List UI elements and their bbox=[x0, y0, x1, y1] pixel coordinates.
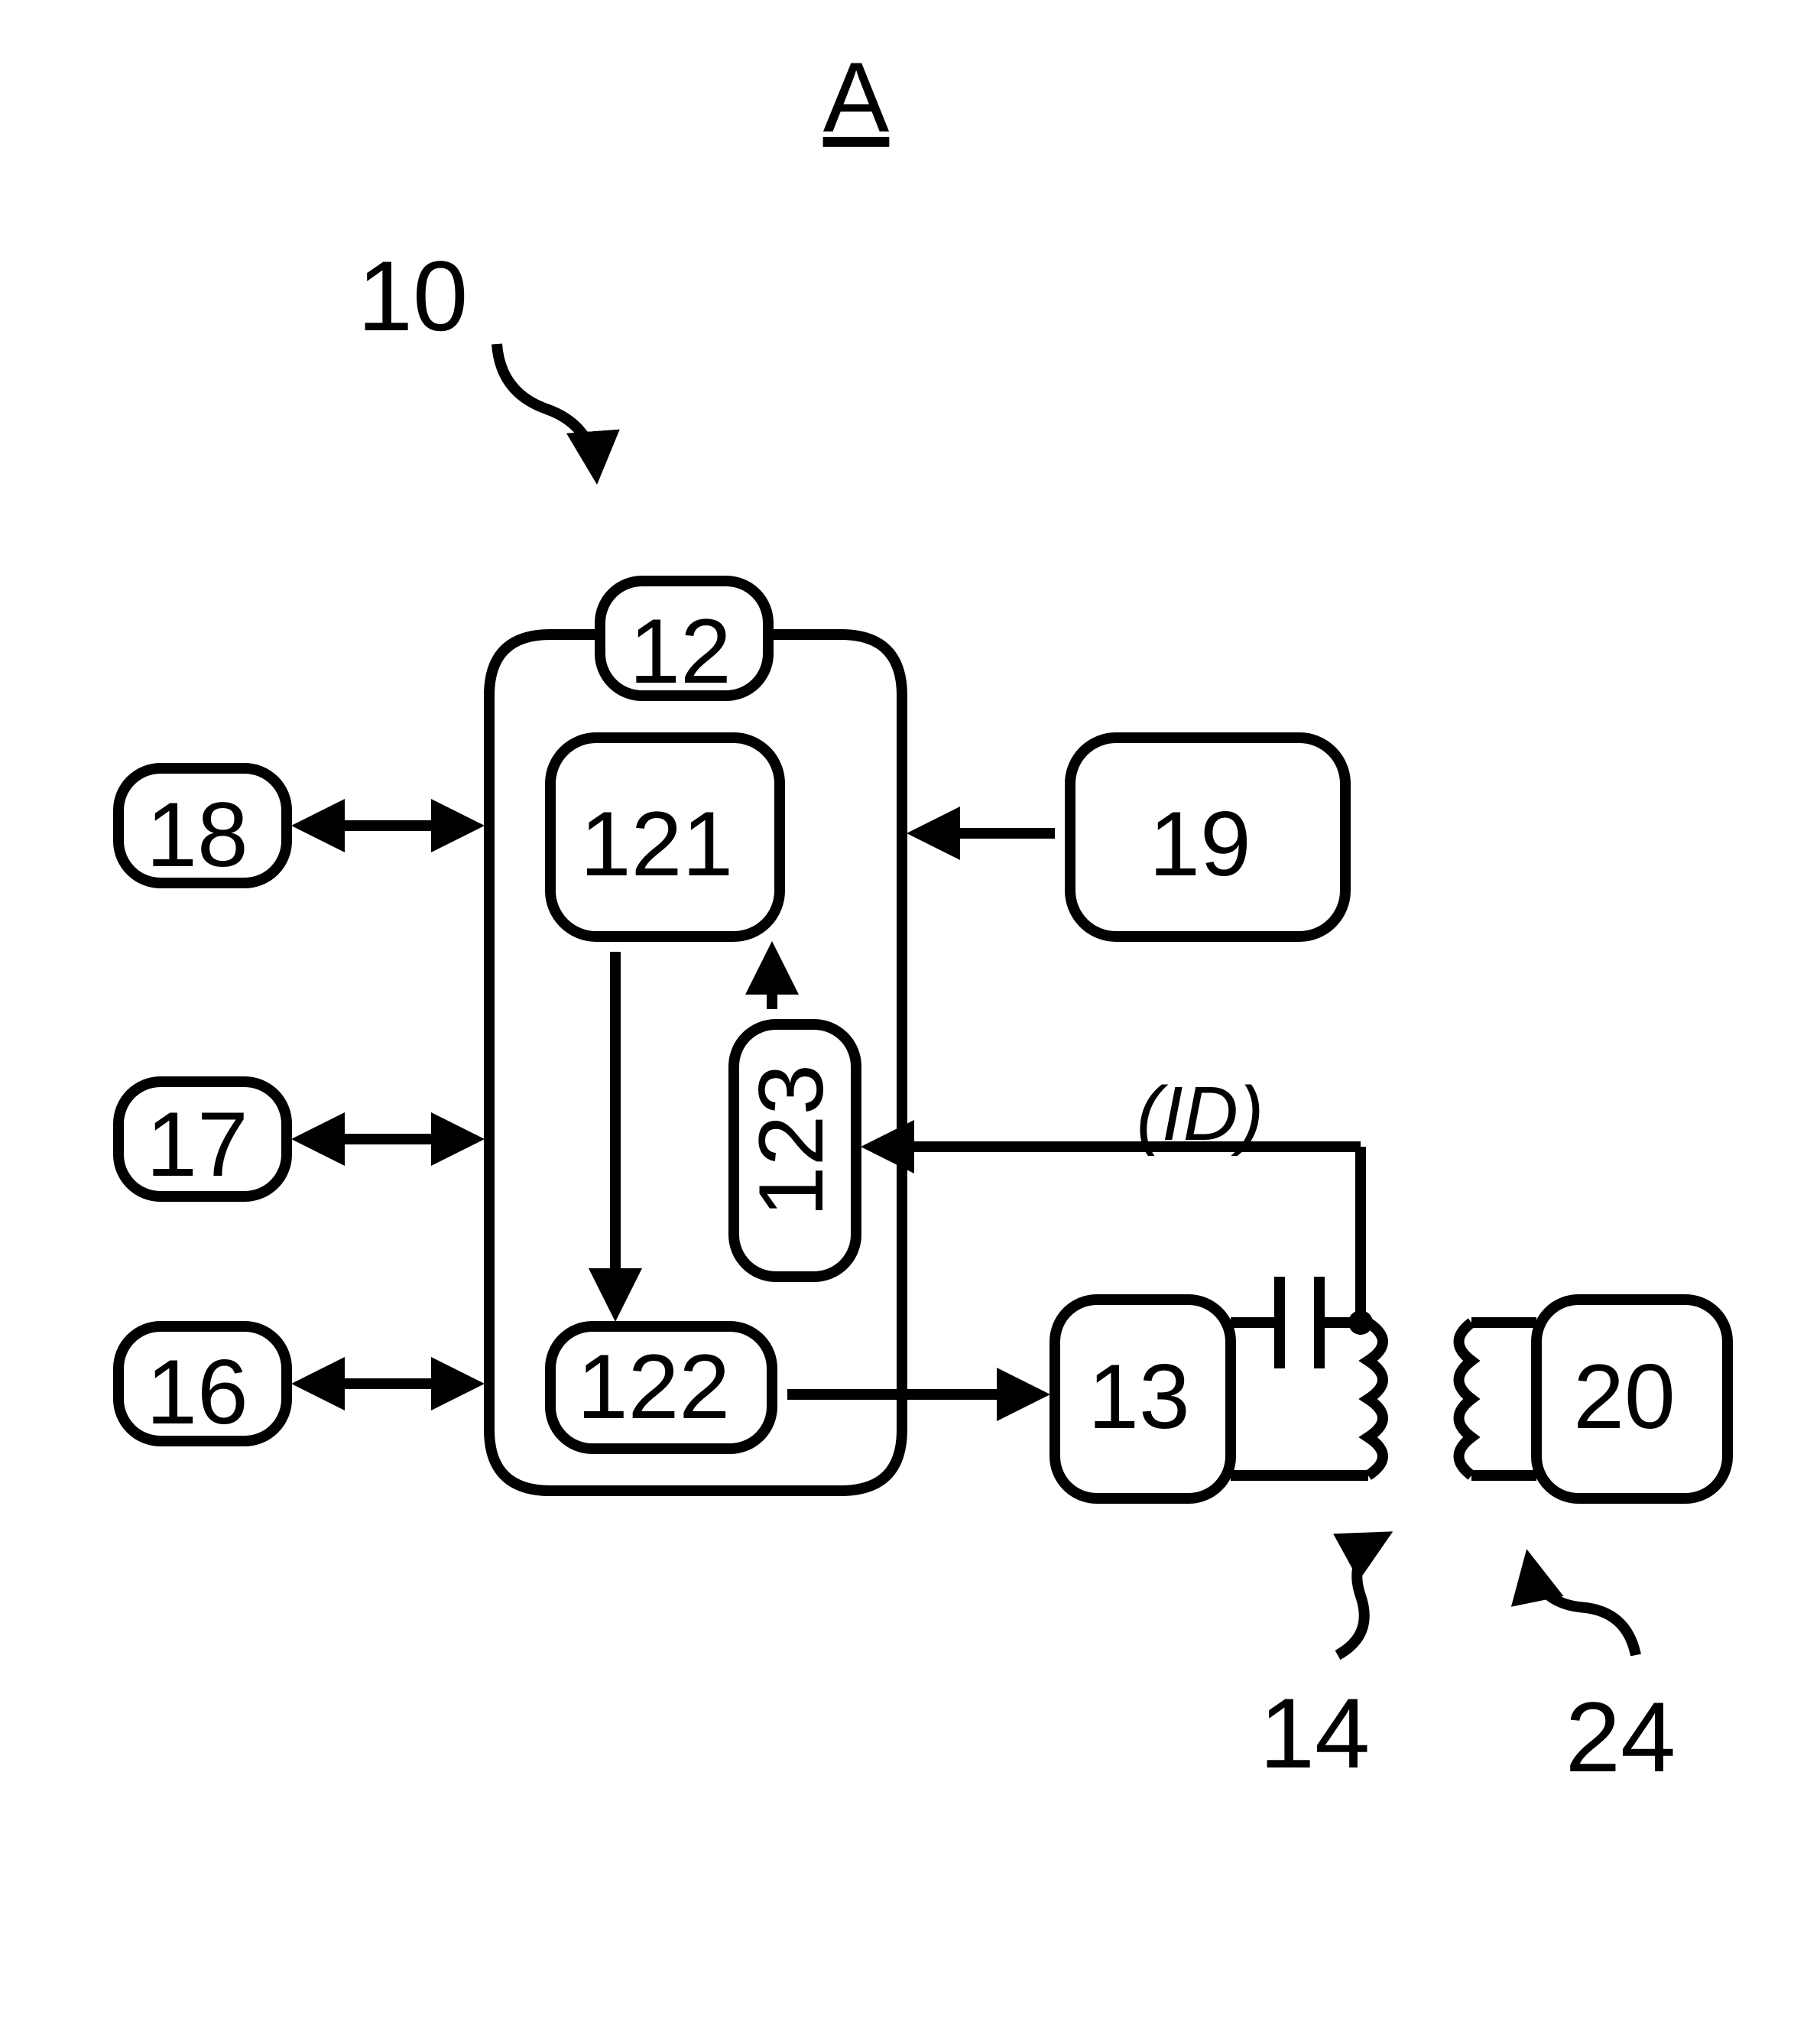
label-box19: 19 bbox=[1047, 791, 1353, 897]
label-id: (ID) bbox=[1047, 1070, 1353, 1158]
label-ref24: 24 bbox=[1468, 1680, 1773, 1794]
label-title: A bbox=[703, 40, 1009, 154]
label-box122: 122 bbox=[501, 1334, 806, 1440]
label-box17: 17 bbox=[44, 1092, 350, 1197]
label-box123: 123 bbox=[738, 988, 844, 1294]
label-box20: 20 bbox=[1471, 1344, 1777, 1449]
label-ref14: 14 bbox=[1162, 1676, 1468, 1790]
label-ref10: 10 bbox=[260, 239, 566, 353]
label-box18: 18 bbox=[44, 782, 350, 888]
label-box121: 121 bbox=[504, 791, 809, 897]
label-box12: 12 bbox=[527, 599, 833, 704]
label-box16: 16 bbox=[44, 1339, 350, 1445]
label-box13: 13 bbox=[986, 1344, 1292, 1449]
